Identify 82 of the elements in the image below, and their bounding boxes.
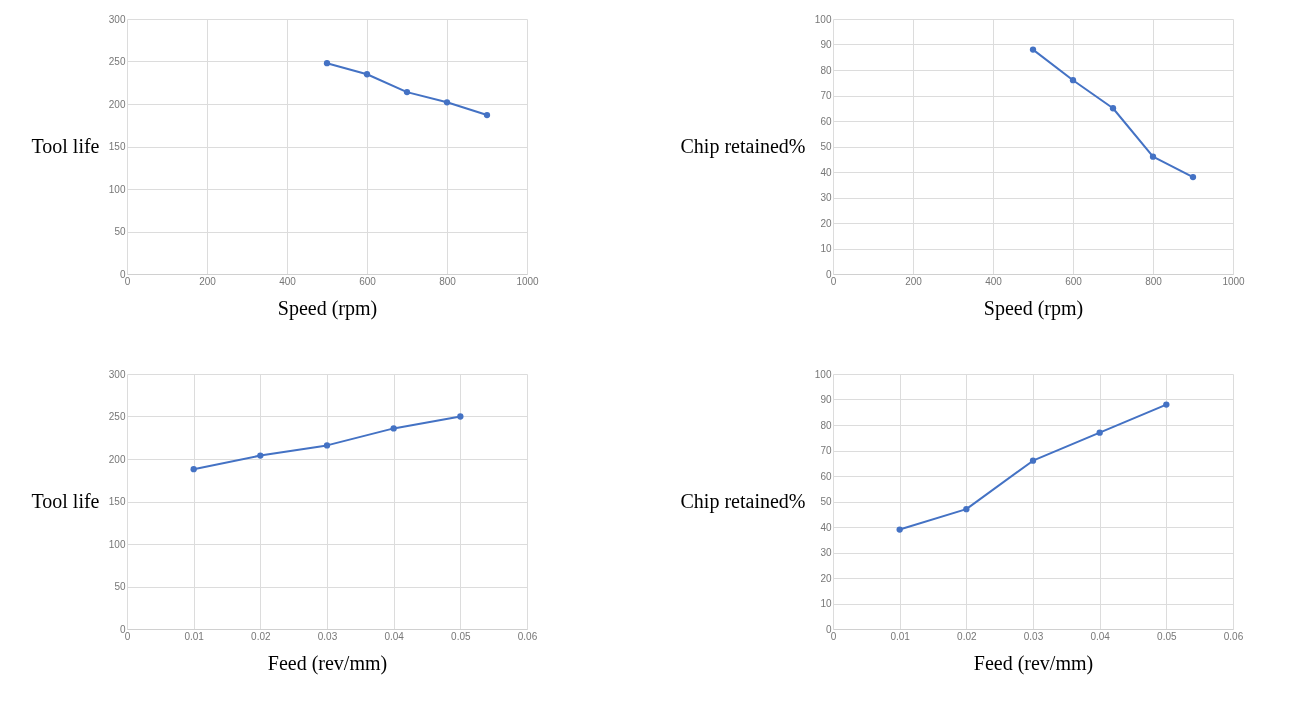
point [403,88,411,96]
y-tick-label: 250 [108,56,126,67]
x-tick-label: 800 [1145,275,1163,287]
y-tick-label: 200 [108,98,126,110]
x-tick-label: 0.01 [890,630,911,642]
y-axis-title: Chip retained% [680,490,806,513]
point [1069,77,1077,84]
x-tick-label: 0.01 [184,630,205,642]
y-tick-label: 50 [820,141,832,152]
x-tick-label: 400 [985,275,1003,287]
point [896,526,903,533]
x-axis-title: Feed (rev/mm) [973,651,1094,675]
y-tick-label: 30 [820,547,832,558]
y-tick-label: 30 [820,192,832,203]
y-tick-label: 100 [108,183,126,195]
point [323,60,331,67]
y-tick-label: 150 [108,496,126,507]
x-axis-title: Speed (rpm) [983,296,1084,320]
point [323,442,331,449]
y-tick-label: 70 [820,445,832,456]
y-tick-label: 80 [820,64,832,76]
y-tick-label: 50 [114,226,126,237]
x-tick-label: 1000 [516,275,540,287]
x-tick-label: 200 [199,275,217,287]
y-tick-label: 150 [108,141,126,152]
point [1189,173,1197,181]
y-axis-title: Tool life [31,490,100,512]
x-tick-label: 600 [359,275,377,287]
y-tick-label: 100 [108,538,126,550]
point [1029,46,1037,53]
point [443,99,451,106]
point [363,71,371,78]
y-tick-label: 50 [820,496,832,507]
x-axis-title: Feed (rev/mm) [267,651,388,675]
x-tick-label: 400 [279,275,297,287]
y-tick-label: 90 [820,39,832,50]
point [963,505,970,513]
y-tick-label: 100 [814,13,832,25]
x-tick-label: 0.03 [317,630,338,642]
x-tick-label: 0.04 [384,630,405,642]
y-tick-label: 300 [108,368,126,380]
y-tick-label: 300 [108,13,126,25]
point [190,466,197,473]
point [390,425,397,432]
point [1096,429,1103,436]
y-tick-label: 200 [108,453,126,465]
point [1029,457,1037,464]
y-tick-label: 60 [820,115,832,127]
y-tick-label: 80 [820,419,832,431]
y-tick-label: 60 [820,470,832,482]
y-tick-label: 250 [108,411,126,422]
x-tick-label: 0.03 [1023,630,1044,642]
x-tick-label: 0.02 [957,630,977,642]
y-tick-label: 90 [820,394,832,405]
y-tick-label: 20 [820,572,832,584]
y-tick-label: 100 [814,368,832,380]
y-tick-label: 10 [820,243,832,254]
y-tick-label: 20 [820,217,832,229]
x-tick-label: 800 [439,275,457,287]
point [1149,153,1157,160]
point [257,452,264,459]
y-tick-label: 50 [114,581,126,592]
y-axis-title: Tool life [31,135,100,157]
x-tick-label: 200 [905,275,923,287]
point [1163,401,1170,408]
x-tick-label: 1000 [1222,275,1246,287]
x-tick-label: 600 [1065,275,1083,287]
y-tick-label: 10 [820,598,832,609]
point [1109,105,1117,112]
y-axis-title: Chip retained% [680,135,806,158]
y-tick-label: 40 [820,521,832,533]
x-tick-label: 0.02 [251,630,271,642]
x-tick-label: 0.04 [1090,630,1111,642]
point [483,111,491,119]
x-tick-label: 0.06 [1223,630,1244,642]
y-tick-label: 40 [820,166,832,178]
point [457,413,464,420]
x-tick-label: 0.05 [1157,630,1177,642]
x-tick-label: 0.06 [517,630,538,642]
y-tick-label: 70 [820,90,832,101]
x-tick-label: 0.05 [451,630,471,642]
x-axis-title: Speed (rpm) [277,296,378,320]
